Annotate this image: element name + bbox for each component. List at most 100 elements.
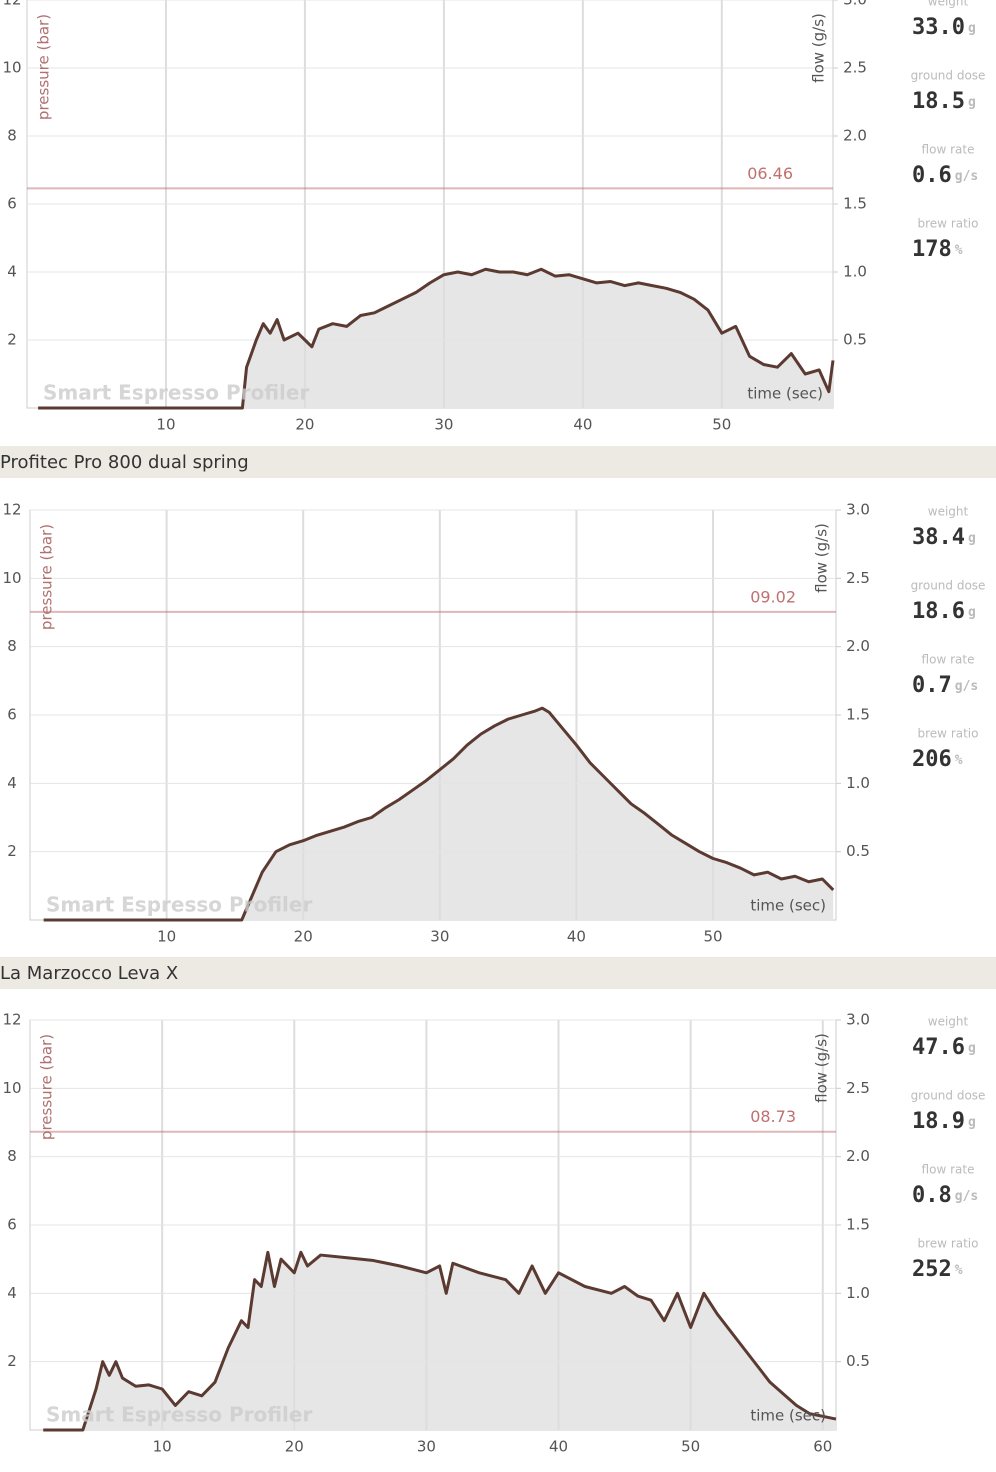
stat-label: flow rate <box>922 1163 975 1177</box>
y2-tick-label: 0.5 <box>846 842 870 860</box>
y2-tick-label: 1.0 <box>843 263 867 281</box>
stat-number: 18.9 <box>912 1109 965 1134</box>
x-axis-label: time (sec) <box>750 1407 826 1425</box>
flow-line <box>43 706 835 922</box>
y-tick-label: 6 <box>7 1216 17 1234</box>
y2-tick-label: 2.0 <box>846 1147 870 1165</box>
stat-unit: % <box>955 243 963 258</box>
stat-value: 18.6 g <box>912 599 976 624</box>
y2-tick-label: 3.0 <box>846 501 870 519</box>
reference-label: 09.02 <box>750 587 796 606</box>
stat-value: 18.9 g <box>912 1109 976 1134</box>
stat-value: 252% <box>912 1257 963 1282</box>
watermark: Smart Espresso Profiler <box>43 381 309 405</box>
x-tick-label: 60 <box>813 1438 832 1456</box>
stat-label: flow rate <box>922 653 975 667</box>
stat-label: ground dose <box>911 579 986 593</box>
stat-label: brew ratio <box>918 217 979 231</box>
y2-tick-label: 0.5 <box>846 1352 870 1370</box>
x-tick-label: 20 <box>285 1438 304 1456</box>
y-tick-label: 10 <box>2 569 21 587</box>
x-tick-label: 40 <box>567 928 586 946</box>
stat-label: brew ratio <box>918 1237 979 1251</box>
y-tick-label: 6 <box>7 706 17 724</box>
y2-axis-label: flow (g/s) <box>813 1033 831 1103</box>
y2-tick-label: 0.5 <box>843 331 867 349</box>
x-tick-label: 50 <box>712 416 731 434</box>
stat-label: weight <box>928 505 969 519</box>
x-tick-label: 30 <box>417 1438 436 1456</box>
y-tick-label: 8 <box>7 1147 17 1165</box>
reference-label: 08.73 <box>750 1107 796 1126</box>
stat-value: 47.6 g <box>912 1035 976 1060</box>
section-title: Profitec Pro 800 dual spring <box>0 452 249 473</box>
x-tick-label: 10 <box>153 1438 172 1456</box>
area-fill <box>38 269 833 408</box>
y-axis-label: pressure (bar) <box>38 1034 56 1140</box>
y2-axis-label: flow (g/s) <box>810 13 828 83</box>
y2-tick-label: 3.0 <box>846 1011 870 1029</box>
x-tick-label: 30 <box>434 416 453 434</box>
y-tick-label: 4 <box>7 774 17 792</box>
y-axis-label: pressure (bar) <box>35 14 53 120</box>
area-fill <box>43 708 834 920</box>
y-tick-label: 2 <box>7 842 17 860</box>
stat-number: 18.6 <box>912 599 965 624</box>
stat-unit: % <box>955 753 963 768</box>
stat-value: 33.0 g <box>912 15 976 40</box>
stat-unit: g <box>968 531 976 546</box>
stat-number: 206 <box>912 747 952 772</box>
y2-tick-label: 2.0 <box>843 127 867 145</box>
y-tick-label: 8 <box>7 127 17 145</box>
y2-tick-label: 2.5 <box>846 1079 870 1097</box>
flow-line <box>43 1250 837 1432</box>
y-tick-label: 4 <box>7 1284 17 1302</box>
section-title: La Marzocco Leva X <box>0 963 178 984</box>
stat-unit: g <box>968 21 976 36</box>
section-band <box>0 446 996 478</box>
y2-tick-label: 2.5 <box>843 59 867 77</box>
x-tick-label: 50 <box>681 1438 700 1456</box>
x-tick-label: 50 <box>704 928 723 946</box>
y-tick-label: 6 <box>7 195 17 213</box>
flow-line <box>38 267 835 410</box>
stat-value: 38.4 g <box>912 525 976 550</box>
stat-value: 0.7 g/s <box>912 673 978 698</box>
stat-number: 178 <box>912 237 952 262</box>
stat-number: 0.6 <box>912 163 952 188</box>
y-tick-label: 2 <box>7 331 17 349</box>
stat-label: ground dose <box>911 69 986 83</box>
x-tick-label: 30 <box>430 928 449 946</box>
stat-unit: g <box>968 605 976 620</box>
y-tick-label: 12 <box>2 501 21 519</box>
y2-tick-label: 1.5 <box>843 195 867 213</box>
stat-value: 206% <box>912 747 963 772</box>
stat-label: brew ratio <box>918 727 979 741</box>
y2-tick-label: 2.5 <box>846 569 870 587</box>
stat-unit: g <box>968 95 976 110</box>
stat-unit: g/s <box>955 1189 978 1204</box>
stat-number: 33.0 <box>912 15 965 40</box>
x-tick-label: 20 <box>295 416 314 434</box>
stat-unit: % <box>955 1263 963 1278</box>
watermark: Smart Espresso Profiler <box>46 893 312 917</box>
stat-number: 18.5 <box>912 89 965 114</box>
y2-tick-label: 1.0 <box>846 774 870 792</box>
y-tick-label: 2 <box>7 1352 17 1370</box>
y-tick-label: 12 <box>2 0 21 9</box>
stat-label: flow rate <box>922 143 975 157</box>
x-axis-label: time (sec) <box>747 385 823 403</box>
x-tick-label: 40 <box>573 416 592 434</box>
stat-value: 0.8 g/s <box>912 1183 978 1208</box>
stat-number: 38.4 <box>912 525 965 550</box>
x-tick-label: 40 <box>549 1438 568 1456</box>
x-tick-label: 10 <box>157 928 176 946</box>
reference-label: 06.46 <box>747 164 793 183</box>
watermark: Smart Espresso Profiler <box>46 1403 312 1427</box>
y-tick-label: 8 <box>7 637 17 655</box>
stat-unit: g <box>968 1115 976 1130</box>
y-tick-label: 10 <box>2 1079 21 1097</box>
stat-number: 0.7 <box>912 673 952 698</box>
